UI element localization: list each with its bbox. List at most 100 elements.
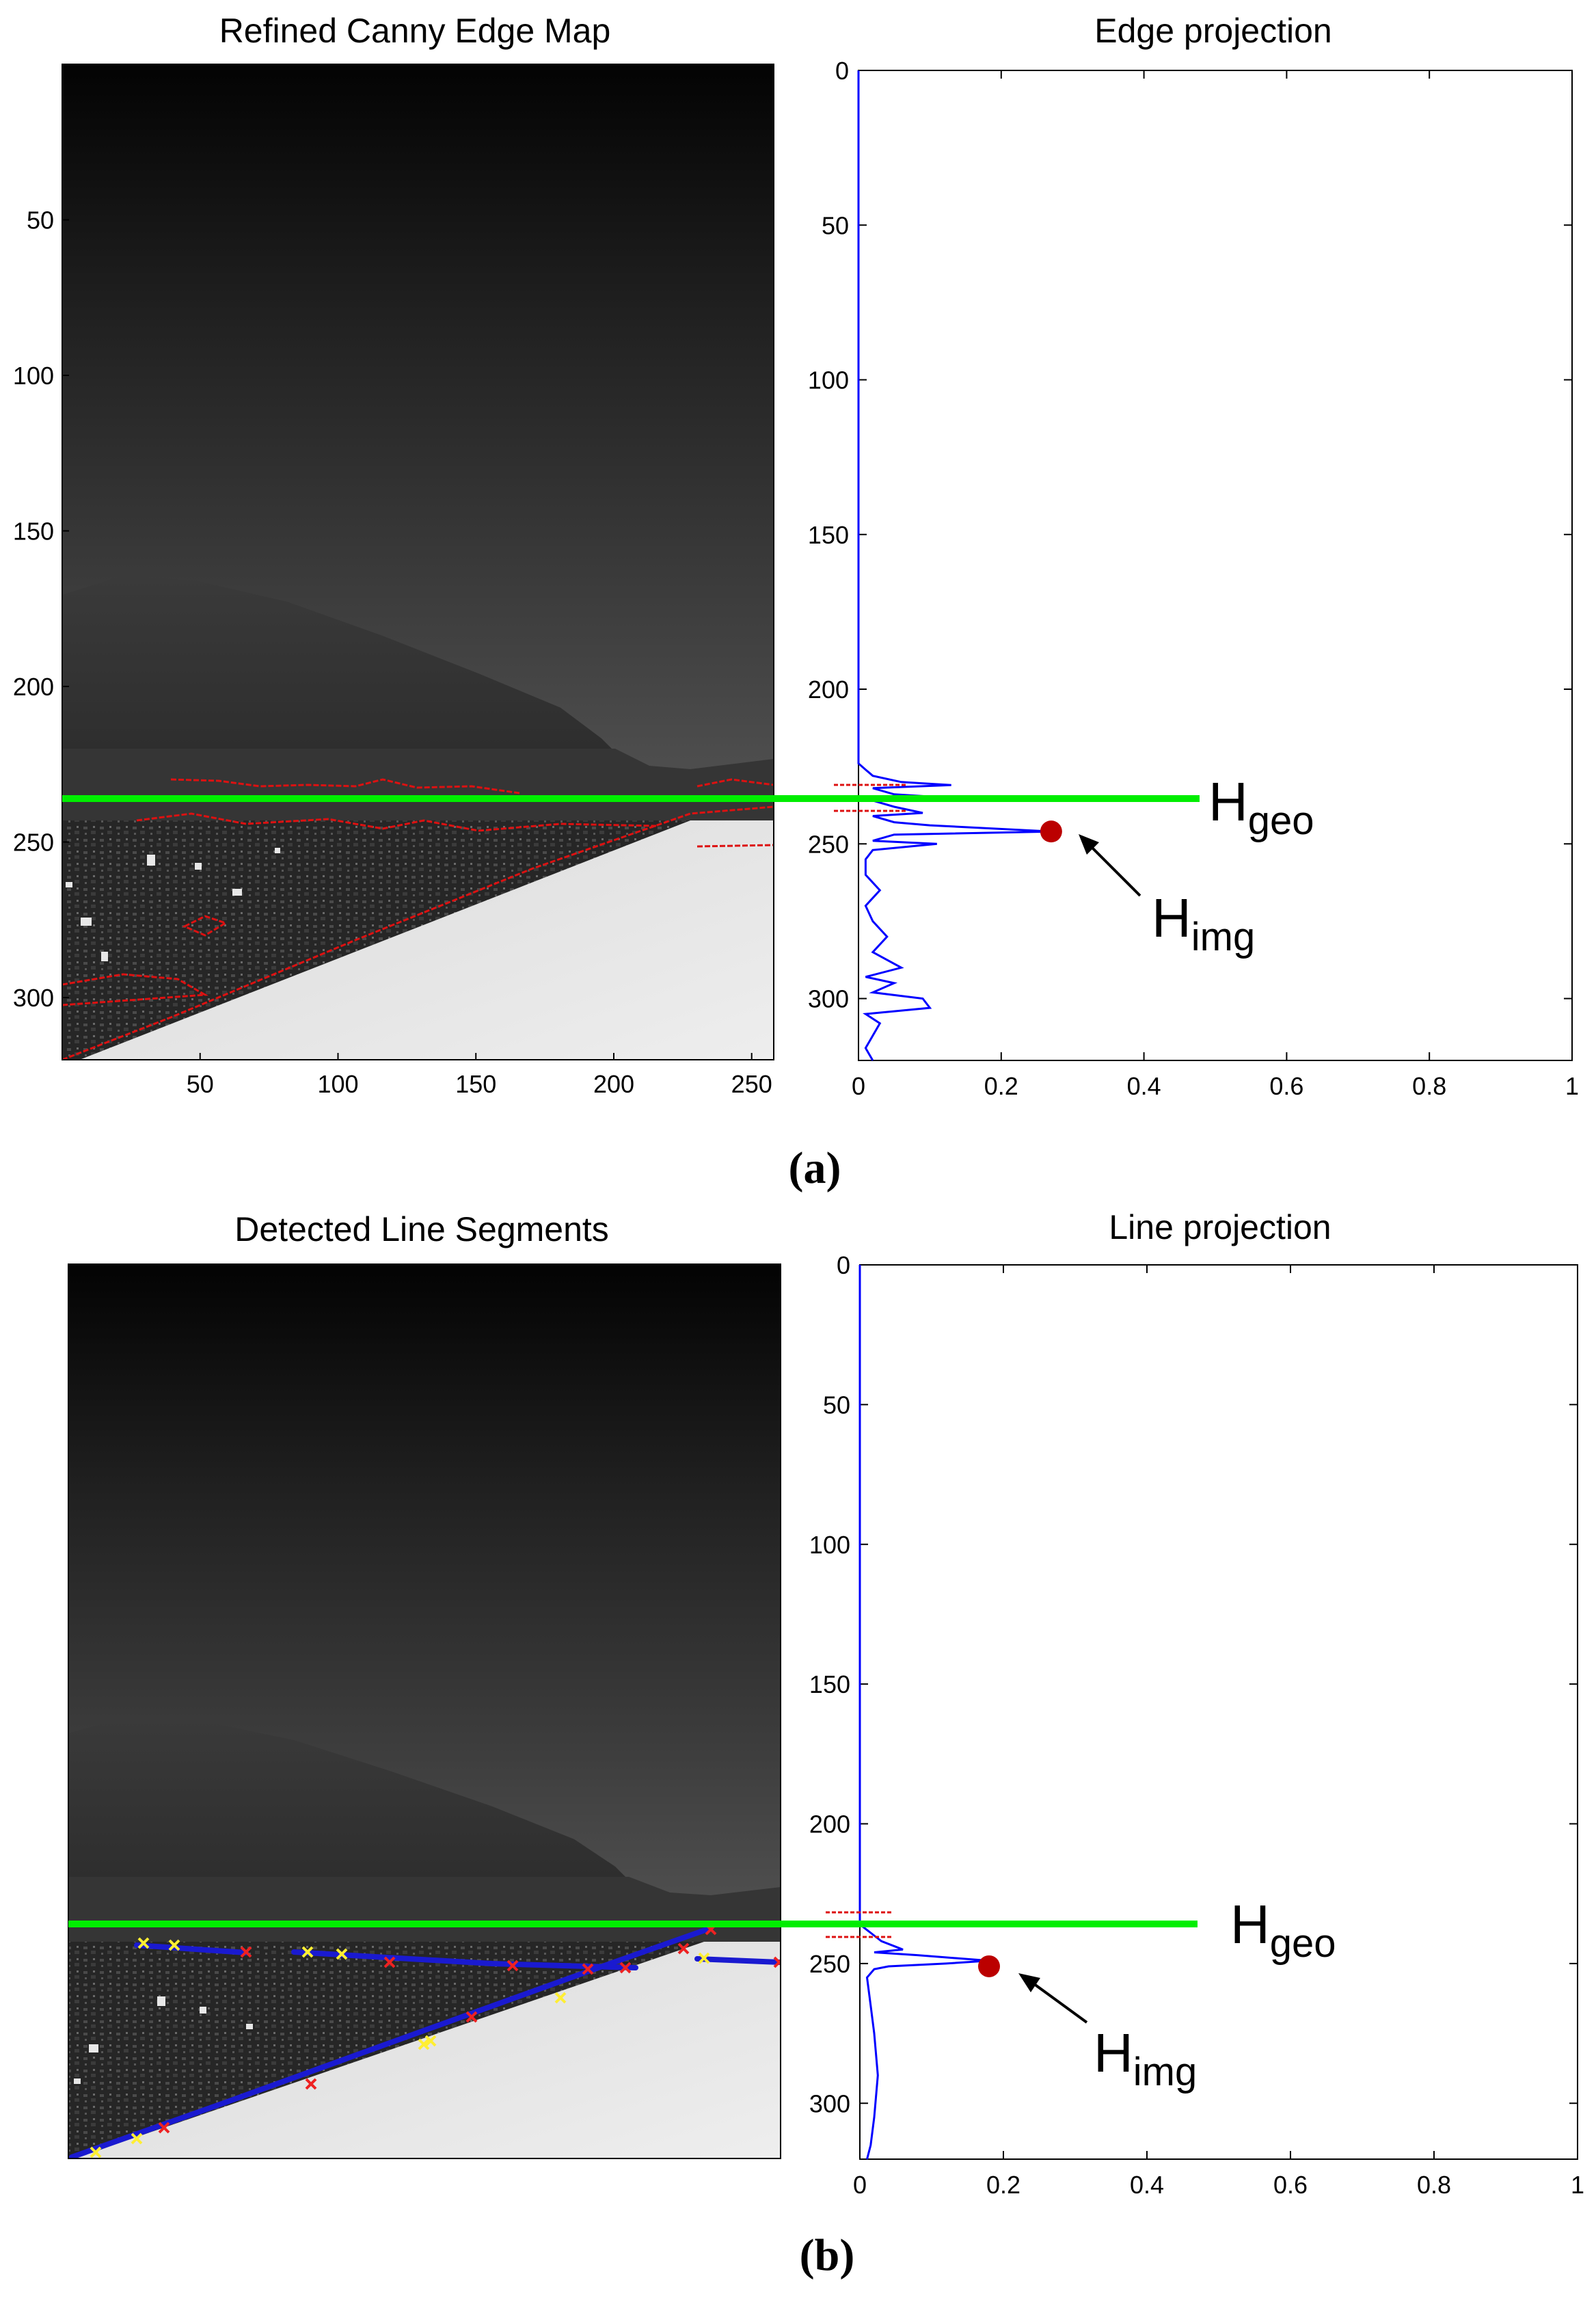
- endpoint-marker-red: [773, 1956, 781, 1968]
- plot-axes-a: 0 0.2 0.4 0.6 0.8 1 0 50 100 150 200 250 300: [808, 57, 1579, 1100]
- plot-title-b: Line projection: [1109, 1208, 1331, 1246]
- endpoint-marker-yellow: [698, 1952, 710, 1964]
- image-x-tick-label: 150: [455, 1070, 496, 1098]
- annotations-a: Hgeo Himg (a): [62, 771, 1314, 1193]
- plot-y-tick-label: 300: [808, 985, 849, 1013]
- image-y-tick-label: 150: [13, 518, 54, 546]
- endpoint-marker-yellow: [554, 1992, 567, 2004]
- plot-frame-a: [858, 70, 1573, 1061]
- segment-endpoints: [90, 1923, 781, 2158]
- arrow-head-icon: [1079, 834, 1099, 855]
- endpoint-marker-yellow: [336, 1948, 348, 1960]
- image-x-tick-label: 50: [187, 1070, 214, 1098]
- projection-plot-a: Edge projection 0 0.2 0.4 0.6 0.8 1 0 50 100 150 2…: [808, 12, 1579, 1100]
- endpoint-marker-yellow: [424, 2035, 437, 2047]
- caption-a: (a): [789, 1143, 841, 1193]
- plot-y-tick-label: 100: [808, 366, 849, 395]
- detected-segments: [69, 1925, 781, 2158]
- h-img-label-b: Himg: [1094, 2022, 1197, 2094]
- plot-x-tick-label: 0.6: [1273, 2171, 1308, 2199]
- plot-axes-b: 0 0.2 0.4 0.6 0.8 1 0 50 100 150 200 250 300: [809, 1251, 1584, 2199]
- thermal-image-b: [68, 1264, 781, 2158]
- plot-y-tick-label: 250: [809, 1950, 850, 1978]
- town-lights: [74, 1996, 253, 2084]
- endpoint-marker-yellow: [90, 2146, 102, 2158]
- endpoint-marker-yellow: [168, 1939, 180, 1951]
- h-img-peak-marker: [978, 1955, 1000, 1977]
- image-x-tick-label: 250: [731, 1070, 772, 1098]
- projection-line: [858, 1265, 990, 2160]
- h-img-arrow-b: [1027, 1979, 1088, 2024]
- endpoint-marker-yellow: [301, 1946, 314, 1958]
- endpoint-marker-red: [506, 1960, 519, 1972]
- endpoint-marker-red: [465, 2011, 478, 2023]
- plot-y-tick-label: 250: [808, 830, 849, 858]
- plot-y-tick-label: 200: [809, 1810, 850, 1838]
- image-y-tick-label: 50: [27, 206, 54, 235]
- h-img-arrow-a: [1085, 841, 1141, 897]
- plot-title-a: Edge projection: [1094, 12, 1331, 50]
- endpoint-marker-yellow: [418, 2038, 430, 2050]
- image-title-b: Detected Line Segments: [234, 1210, 609, 1248]
- image-y-tick-label: 300: [13, 984, 54, 1012]
- panel-a: Refined Canny Edge Map: [13, 12, 774, 1098]
- plot-x-tick-label: 1: [1565, 1072, 1579, 1100]
- h-img-label-a: Himg: [1152, 887, 1255, 959]
- endpoint-marker-red: [619, 1962, 632, 1974]
- plot-x-tick-label: 0.8: [1417, 2171, 1451, 2199]
- plot-y-tick-label: 0: [837, 1251, 850, 1279]
- image-title-a: Refined Canny Edge Map: [219, 12, 611, 50]
- endpoint-marker-red: [582, 1963, 594, 1975]
- plot-x-tick-label: 0.4: [1130, 2171, 1164, 2199]
- endpoint-marker-red: [305, 2078, 317, 2090]
- endpoint-marker-red: [383, 1956, 396, 1968]
- endpoint-marker-yellow: [137, 1937, 150, 1949]
- plot-x-tick-label: 0.2: [986, 2171, 1020, 2199]
- panel-b: Detected Line Segments: [68, 1210, 781, 2159]
- endpoint-marker-yellow: [131, 2132, 143, 2145]
- image-axes-a: 50 100 150 200 250 50 100 150 200 250 300: [13, 206, 772, 1099]
- projection-plot-b: Line projection 0 0.2 0.4 0.6 0.8 1 0 50 100 150 2…: [809, 1208, 1584, 2199]
- caption-b: (b): [800, 2230, 855, 2280]
- image-frame-a: [62, 64, 774, 1060]
- h-img-peak-marker: [1040, 820, 1062, 843]
- plot-x-tick-label: 0.8: [1412, 1072, 1446, 1100]
- plot-y-tick-label: 150: [809, 1670, 850, 1698]
- h-geo-label-a: Hgeo: [1208, 771, 1314, 843]
- plot-y-tick-label: 150: [808, 521, 849, 549]
- plot-x-tick-label: 1: [1571, 2171, 1584, 2199]
- image-x-tick-label: 200: [593, 1070, 634, 1098]
- projection-series-a: [857, 70, 1062, 1061]
- arrow-head-icon: [1018, 1973, 1040, 1992]
- plot-y-tick-label: 50: [822, 211, 849, 239]
- town-lights: [66, 848, 280, 961]
- plot-x-tick-label: 0.4: [1127, 1072, 1161, 1100]
- projection-series-b: [858, 1265, 1000, 2160]
- annotations-b: Hgeo Himg (b): [68, 1894, 1336, 2280]
- endpoint-marker-red: [158, 2122, 170, 2134]
- plot-y-tick-label: 50: [823, 1391, 850, 1419]
- image-y-tick-label: 250: [13, 829, 54, 857]
- endpoint-marker-red: [240, 1946, 252, 1958]
- plot-frame-b: [859, 1264, 1578, 2160]
- plot-y-tick-label: 200: [808, 676, 849, 704]
- water-surface: [74, 1942, 781, 2158]
- plot-x-tick-label: 0: [852, 1072, 865, 1100]
- h-geo-label-b: Hgeo: [1230, 1894, 1336, 1966]
- projection-line: [857, 70, 1051, 1061]
- plot-x-tick-label: 0.2: [984, 1072, 1018, 1100]
- image-frame-b: [68, 1263, 781, 2159]
- image-y-tick-label: 100: [13, 362, 54, 390]
- endpoint-marker-red: [677, 1942, 690, 1955]
- plot-y-tick-label: 300: [809, 2089, 850, 2117]
- plot-x-tick-label: 0.6: [1269, 1072, 1303, 1100]
- plot-y-tick-label: 100: [809, 1531, 850, 1559]
- canny-edges: [62, 778, 774, 1060]
- thermal-image-a: [62, 64, 774, 1060]
- mountain-silhouette: [68, 1716, 656, 1908]
- mountain-silhouette: [62, 576, 643, 779]
- image-x-tick-label: 100: [317, 1070, 358, 1098]
- plot-x-tick-label: 0: [853, 2171, 867, 2199]
- water-surface: [79, 820, 774, 1060]
